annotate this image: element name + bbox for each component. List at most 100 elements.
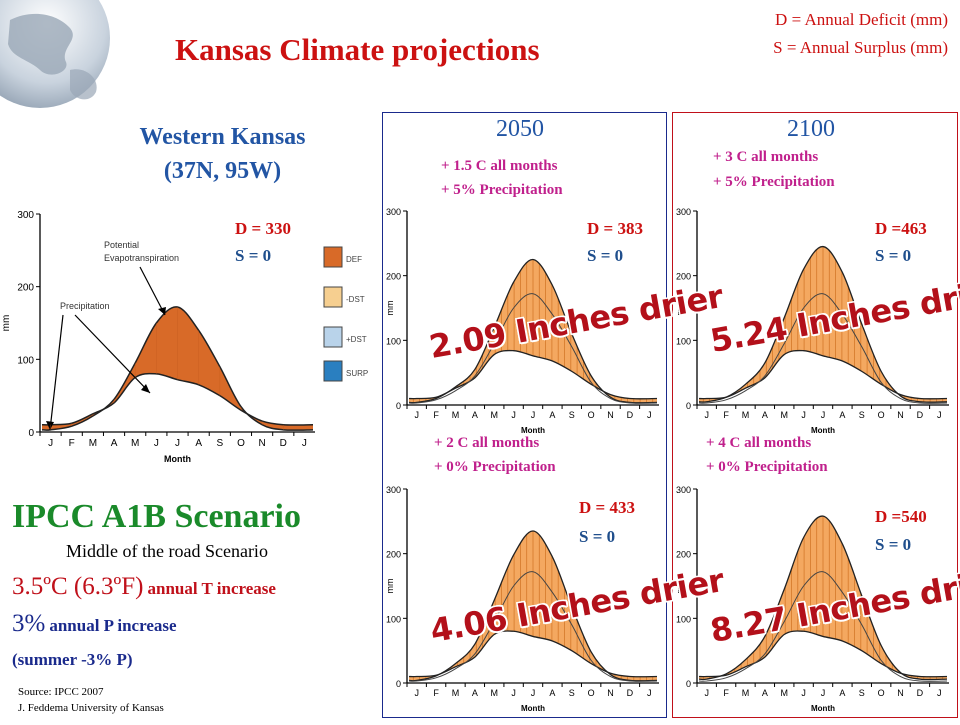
- column-2100-frame: [672, 112, 958, 718]
- baseline-chart: 300 200 100 0 mm J F M A M J J A S O N D J Month DEF -DST …: [0, 205, 375, 475]
- p2100a-deficit: D =463: [875, 219, 927, 238]
- precip-line: [698, 630, 948, 678]
- column-2100-year: 2100: [787, 116, 835, 142]
- x-tick-label: M: [490, 688, 498, 698]
- x-tick-label: J: [414, 410, 419, 420]
- x-tick-label: N: [258, 438, 265, 449]
- axes-group: 300 200 100 0 mm J F M A M J J A S O N D J Month: [385, 485, 659, 713]
- scenario-name: IPCC A1B Scenario: [12, 498, 301, 535]
- x-tick-label: O: [588, 688, 595, 698]
- x-tick-label: N: [897, 688, 904, 698]
- precip-line: [408, 349, 658, 400]
- x-tick-label: M: [89, 438, 97, 449]
- scenario-subtitle: Middle of the road Scenario: [66, 541, 268, 561]
- x-tick-label: M: [780, 410, 788, 420]
- legend-deficit-def: D = Annual Deficit (mm): [775, 10, 948, 29]
- x-axis-label: Month: [521, 426, 545, 435]
- x-tick-label: D: [627, 410, 634, 420]
- y-tick-label: 200: [386, 550, 401, 560]
- p2050b-precip: + 0% Precipitation: [434, 459, 556, 475]
- p2100b-temp: + 4 C all months: [706, 435, 812, 451]
- legend-surp-label: SURP: [346, 369, 368, 378]
- x-tick-label: A: [472, 688, 478, 698]
- pet-arrow: [139, 266, 166, 316]
- baseline-pet-line: [698, 293, 948, 404]
- p2050a-deficit: D = 383: [587, 219, 643, 238]
- x-tick-label: J: [801, 410, 806, 420]
- region-coords: (37N, 95W): [163, 158, 282, 184]
- x-tick-label: J: [704, 688, 709, 698]
- precip-increase-line: 3% annual P increase: [12, 610, 177, 638]
- chart-2100-b: 300 200 100 0 mm J F M A M J J A S O N D J Month: [673, 480, 956, 720]
- legend-surplus-def: S = Annual Surplus (mm): [773, 38, 948, 57]
- y-tick-label: 300: [386, 485, 401, 495]
- legend-def-box: [323, 246, 343, 268]
- temp-increase-value: 3.5ºC (6.3ºF): [12, 573, 144, 600]
- y-tick-label: 200: [676, 272, 691, 282]
- source-line-1: Source: IPCC 2007: [18, 686, 104, 698]
- x-axis-label: Month: [811, 704, 835, 713]
- x-tick-label: F: [69, 438, 75, 449]
- y-tick-label: 100: [386, 336, 401, 346]
- precip-arrow-1-head: [46, 421, 54, 430]
- x-tick-label: J: [414, 688, 419, 698]
- legend-surp-box: [323, 360, 343, 382]
- x-tick-label: N: [897, 410, 904, 420]
- x-tick-label: A: [762, 688, 768, 698]
- column-2050-year: 2050: [496, 116, 544, 142]
- y-tick-label: 200: [676, 550, 691, 560]
- x-tick-label: J: [647, 688, 652, 698]
- x-tick-label: S: [569, 688, 575, 698]
- x-axis-label: Month: [521, 704, 545, 713]
- axes-group: 300 200 100 0 mm J F M A M J J A S O N D J Month: [675, 485, 949, 713]
- precip-arrow-2-head: [141, 384, 150, 393]
- p2100b-precip: + 0% Precipitation: [706, 459, 828, 475]
- y-axis-label: mm: [675, 301, 685, 316]
- x-tick-label: J: [647, 410, 652, 420]
- axes-group: 300 200 100 0 mm J F M A M J J A S O N D J Month: [385, 207, 659, 435]
- legend-minus-dst-label: -DST: [346, 295, 365, 304]
- pet-line: [698, 515, 948, 681]
- p2100a-temp: + 3 C all months: [713, 149, 819, 165]
- x-tick-label: J: [821, 688, 826, 698]
- x-tick-label: J: [704, 410, 709, 420]
- y-axis-label: mm: [675, 579, 685, 594]
- x-tick-label: A: [839, 410, 845, 420]
- x-tick-label: A: [762, 410, 768, 420]
- x-tick-label: J: [48, 438, 53, 449]
- x-axis-label: Month: [164, 454, 191, 464]
- x-tick-label: J: [937, 688, 942, 698]
- x-tick-label: N: [607, 688, 614, 698]
- y-tick-label: 300: [386, 207, 401, 217]
- precip-arrow-2: [74, 314, 151, 394]
- x-tick-label: M: [742, 688, 750, 698]
- y-tick-label: 0: [396, 401, 401, 411]
- column-2050-frame: [382, 112, 667, 718]
- p2050b-deficit: D = 433: [579, 498, 635, 517]
- baseline-pet-line: [408, 571, 658, 682]
- x-tick-label: N: [607, 410, 614, 420]
- y-tick-label: 100: [676, 614, 691, 624]
- pet-line: [41, 306, 314, 431]
- x-tick-label: F: [723, 688, 729, 698]
- p2050b-surplus: S = 0: [579, 527, 616, 546]
- y-tick-label: 0: [686, 401, 691, 411]
- precip-line: [41, 372, 314, 426]
- y-tick-label: 0: [28, 428, 34, 439]
- x-tick-label: A: [472, 410, 478, 420]
- x-tick-label: J: [302, 438, 307, 449]
- x-tick-label: D: [917, 410, 924, 420]
- x-tick-label: D: [917, 688, 924, 698]
- baseline-surplus: S = 0: [235, 246, 272, 265]
- x-tick-label: D: [627, 688, 634, 698]
- page-title: Kansas Climate projections: [175, 32, 540, 67]
- baseline-deficit: D = 330: [235, 219, 291, 238]
- x-tick-label: D: [280, 438, 287, 449]
- x-tick-label: M: [131, 438, 139, 449]
- p2100a-surplus: S = 0: [875, 246, 912, 265]
- p2100b-surplus: S = 0: [875, 535, 912, 554]
- x-tick-label: O: [237, 438, 245, 449]
- x-tick-label: F: [433, 410, 439, 420]
- x-tick-label: A: [111, 438, 118, 449]
- precip-line: [408, 630, 658, 678]
